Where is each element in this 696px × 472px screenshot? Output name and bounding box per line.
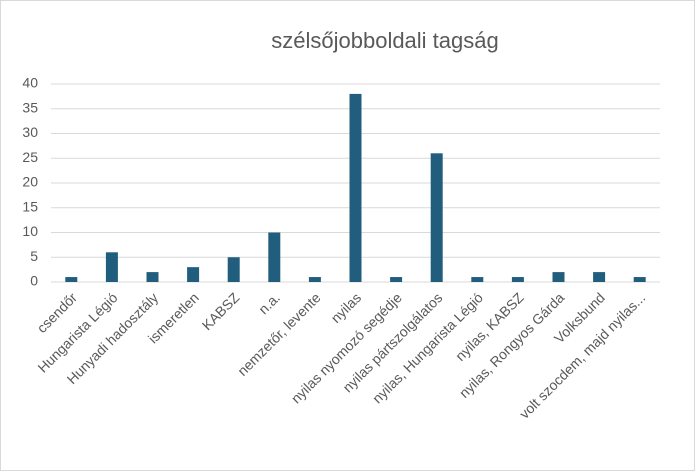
y-tick-label: 15: [22, 198, 38, 214]
chart-title: szélsőjobboldali tagság: [271, 28, 499, 53]
bar: [105, 252, 118, 282]
bar: [633, 277, 646, 282]
bar: [552, 272, 565, 282]
bar: [308, 277, 321, 282]
y-tick-label: 25: [22, 149, 38, 165]
y-tick-label: 0: [30, 273, 38, 289]
y-tick-label: 35: [22, 99, 38, 115]
y-tick-label: 40: [22, 75, 38, 91]
y-tick-label: 30: [22, 124, 38, 140]
bar: [349, 93, 362, 283]
bar: [390, 277, 403, 282]
bar: [430, 153, 443, 282]
bar: [511, 277, 524, 282]
bar: [146, 272, 159, 282]
bar: [65, 277, 78, 282]
y-tick-label: 10: [22, 223, 38, 239]
bar: [471, 277, 484, 282]
bar: [187, 267, 200, 282]
bar: [227, 257, 240, 282]
y-tick-label: 5: [30, 248, 38, 264]
bar: [593, 272, 606, 282]
bar: [268, 232, 281, 282]
y-tick-label: 20: [22, 174, 38, 190]
